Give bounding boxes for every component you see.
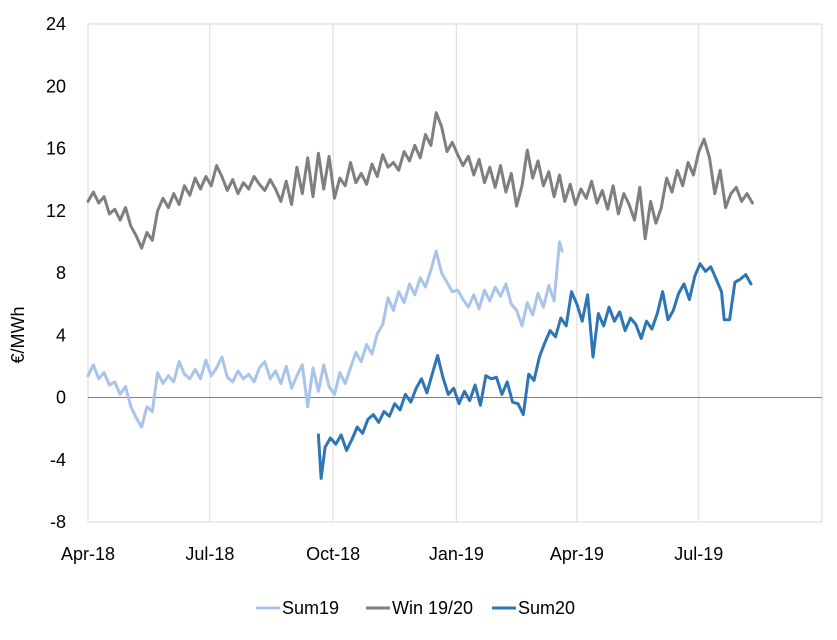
series-layer [86, 111, 754, 480]
y-tick-label: -8 [50, 512, 66, 532]
series-line-1 [86, 111, 754, 250]
y-tick-label: 20 [46, 76, 66, 96]
x-tick-label: Apr-18 [61, 544, 115, 564]
x-tick-label: Jul-18 [185, 544, 234, 564]
axes: €/MWh -8 -4 0 4 8 12 16 20 24 Apr-18 Jul-18 Oct-18 J… [8, 14, 723, 564]
series-line-2 [316, 262, 753, 480]
x-tick-label: Jan-19 [429, 544, 484, 564]
y-tick-label: 4 [56, 325, 66, 345]
x-tick-label: Apr-19 [550, 544, 604, 564]
series-line-0 [86, 240, 564, 429]
x-tick-label: Jul-19 [674, 544, 723, 564]
legend-label-1: Win 19/20 [392, 598, 473, 618]
y-tick-label: 0 [56, 388, 66, 408]
legend-label-2: Sum20 [518, 598, 575, 618]
y-tick-label: 8 [56, 263, 66, 283]
y-tick-label: 24 [46, 14, 66, 34]
y-axis-label: €/MWh [8, 306, 28, 363]
grid [87, 23, 823, 523]
legend: Sum19 Win 19/20 Sum20 [256, 598, 575, 618]
y-tick-label: 12 [46, 201, 66, 221]
x-tick-label: Oct-18 [306, 544, 360, 564]
legend-label-0: Sum19 [282, 598, 339, 618]
y-tick-label: 16 [46, 139, 66, 159]
y-tick-label: -4 [50, 450, 66, 470]
